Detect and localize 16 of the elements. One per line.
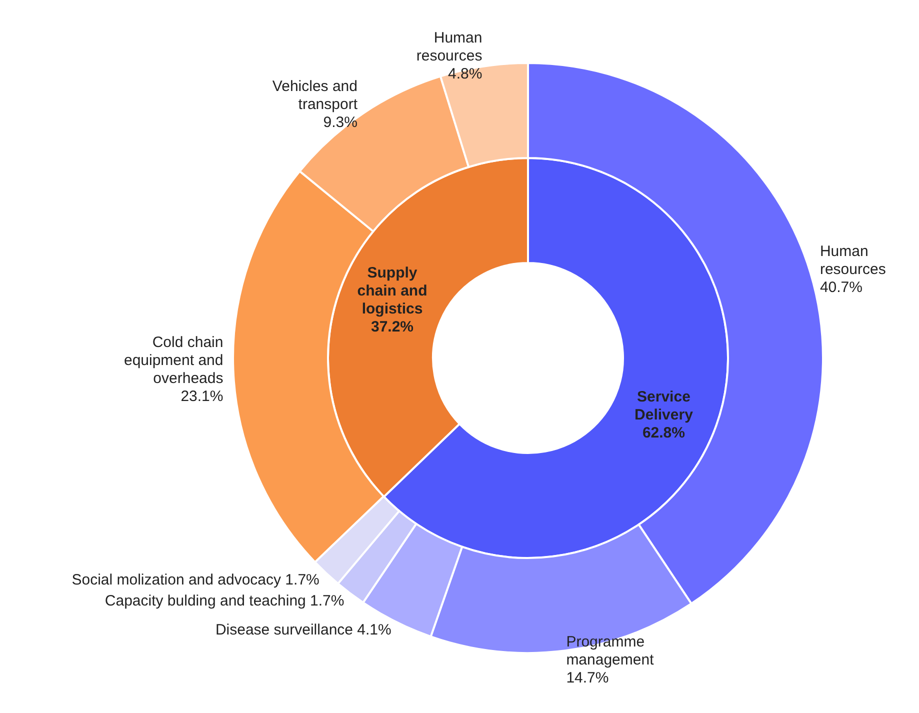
- slice-label: Vehicles and transport: [272, 78, 358, 114]
- slice-label: Disease surveillance 4.1%: [215, 622, 392, 639]
- slice-label: Capacity bulding and teaching 1.7%: [104, 592, 344, 610]
- data-label: 23.1%: [180, 388, 224, 405]
- slice-label: Service Delivery: [634, 388, 694, 424]
- data-label: 62.8%: [642, 424, 686, 442]
- slice-label: Cold chain equipment and overheads: [124, 334, 224, 387]
- data-label: 37.2%: [370, 318, 414, 336]
- slice-label: Supply chain and logistics: [357, 264, 428, 318]
- data-label: 40.7%: [820, 278, 863, 296]
- slice-label: Programme management: [566, 634, 655, 669]
- slice-label: Social molization and advocacy 1.7%: [72, 571, 320, 588]
- slice-label: Human resources: [820, 242, 886, 278]
- data-label: 4.8%: [448, 65, 482, 82]
- data-label: 14.7%: [566, 670, 609, 687]
- slice-label: Human resources: [416, 29, 482, 64]
